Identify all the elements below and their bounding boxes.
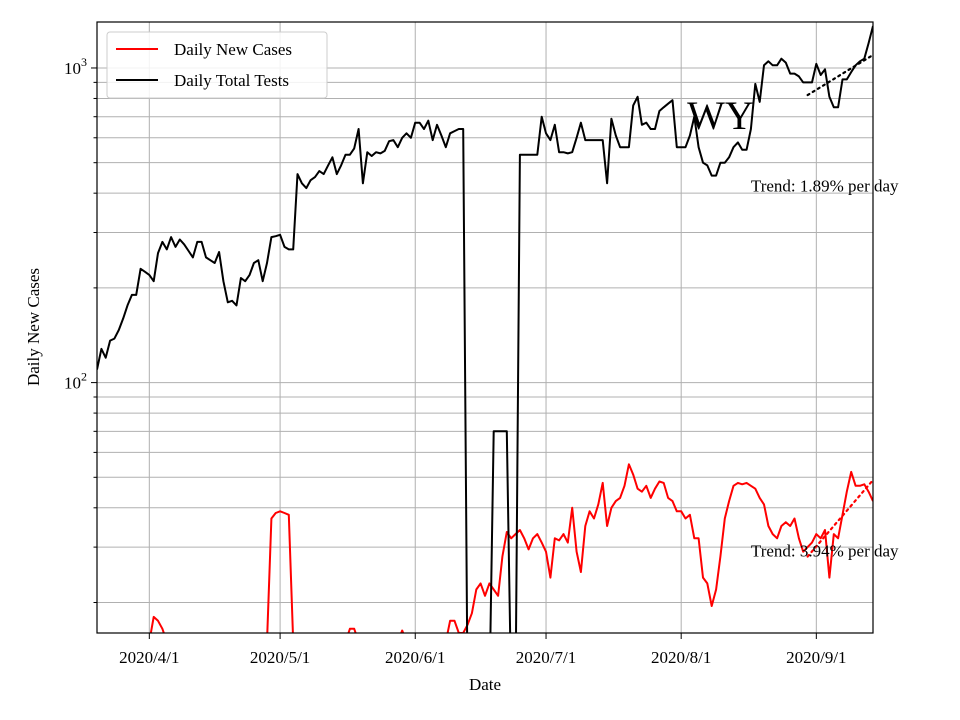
- trend-layer: [806, 53, 873, 558]
- legend-label-tests: Daily Total Tests: [174, 71, 289, 90]
- y-tick-label: 103: [64, 55, 87, 78]
- state-label: WY: [687, 93, 754, 138]
- series-line-daily-new-cases: [149, 463, 873, 633]
- x-tick-label: 2020/4/1: [119, 648, 179, 667]
- series-layer: [97, 25, 873, 633]
- y-axis-ticks: 102 103: [64, 55, 97, 604]
- trend-line-cases: [806, 478, 873, 558]
- trend-line-tests: [806, 53, 873, 97]
- legend-label-cases: Daily New Cases: [174, 40, 292, 59]
- x-axis-ticks: 2020/4/1 2020/5/1 2020/6/1 2020/7/1 2020/8/1…: [119, 633, 847, 667]
- legend-box: [106, 31, 328, 99]
- plot-frame: [96, 21, 874, 634]
- grid-lines: [97, 22, 873, 633]
- x-tick-label: 2020/9/1: [786, 648, 846, 667]
- x-tick-label: 2020/7/1: [516, 648, 576, 667]
- annotations: Trend: 1.89% per day Trend: 3.94% per day: [751, 177, 899, 561]
- y-tick-label: 102: [64, 370, 87, 393]
- series-line-daily-total-tests: [97, 25, 873, 633]
- trend-annotation-cases: Trend: 3.94% per day: [751, 542, 899, 561]
- trend-annotation-tests: Trend: 1.89% per day: [751, 177, 899, 196]
- x-tick-label: 2020/5/1: [250, 648, 310, 667]
- legend: Daily New Cases Daily Total Tests: [106, 31, 328, 99]
- x-tick-label: 2020/8/1: [651, 648, 711, 667]
- x-tick-label: 2020/6/1: [385, 648, 445, 667]
- y-axis-title: Daily New Cases: [24, 268, 43, 386]
- x-axis-title: Date: [469, 675, 501, 694]
